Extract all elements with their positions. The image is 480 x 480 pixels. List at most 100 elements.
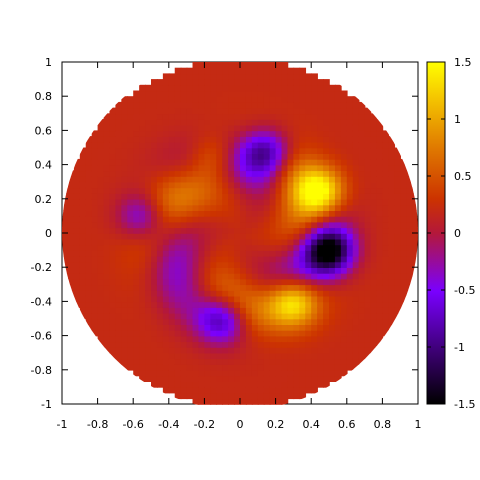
heat-cell xyxy=(281,164,289,172)
heat-cell xyxy=(394,221,401,229)
heat-cell xyxy=(234,67,241,75)
heat-cell xyxy=(323,90,330,97)
heat-cell xyxy=(198,181,206,189)
heat-cell xyxy=(198,153,206,160)
heat-cell xyxy=(204,364,212,371)
heat-cell xyxy=(151,347,158,354)
heat-cell xyxy=(305,153,312,160)
heat-cell xyxy=(222,67,229,75)
heat-cell xyxy=(311,84,318,92)
heat-cell xyxy=(145,130,152,137)
heat-cell xyxy=(340,295,348,303)
heat-cell xyxy=(145,250,152,257)
heat-cell xyxy=(245,324,253,331)
heat-cell xyxy=(109,170,117,177)
heat-cell xyxy=(204,352,212,360)
heat-cell xyxy=(228,164,235,172)
heat-cell xyxy=(139,136,146,143)
heat-cell xyxy=(323,101,330,109)
heat-cell xyxy=(245,341,253,348)
heat-cell xyxy=(317,364,324,371)
heat-cell xyxy=(281,153,289,160)
heat-cell xyxy=(299,227,307,234)
heat-cell xyxy=(192,381,200,388)
heat-cell xyxy=(192,375,200,382)
heat-cell xyxy=(364,164,372,172)
heat-cell xyxy=(334,347,342,354)
heat-cell xyxy=(234,113,241,120)
heat-cell xyxy=(293,278,301,286)
heat-cell xyxy=(192,272,200,280)
heat-cell xyxy=(228,84,235,92)
heat-cell xyxy=(323,312,330,320)
heat-cell xyxy=(323,158,330,166)
heat-cell xyxy=(151,147,158,154)
heat-cell xyxy=(299,107,307,115)
heat-cell xyxy=(370,130,378,137)
heat-cell xyxy=(145,329,152,337)
heat-cell xyxy=(156,272,164,280)
heat-cell xyxy=(287,84,295,92)
heat-cell xyxy=(109,136,117,143)
heat-cell xyxy=(240,392,247,400)
heat-cell xyxy=(234,176,241,183)
heat-cell xyxy=(340,170,348,177)
heat-cell xyxy=(109,295,117,303)
heat-cell xyxy=(109,164,117,172)
heat-cell xyxy=(145,255,152,263)
heat-cell xyxy=(67,272,75,280)
heat-cell xyxy=(299,324,307,331)
heat-cell xyxy=(275,73,283,80)
heat-cell xyxy=(103,204,111,211)
heat-cell xyxy=(346,227,354,234)
heat-cell xyxy=(293,181,301,189)
heat-cell xyxy=(299,290,307,297)
heat-cell xyxy=(139,301,146,308)
heat-cell xyxy=(234,278,241,286)
heat-cell xyxy=(168,210,176,217)
heat-cell xyxy=(168,90,176,97)
heat-cell xyxy=(287,101,295,109)
heat-cell xyxy=(293,67,301,75)
heat-cell xyxy=(97,147,105,154)
heat-cell xyxy=(192,158,200,166)
heat-cell xyxy=(174,301,182,308)
heat-cell xyxy=(376,250,384,257)
heat-cell xyxy=(334,324,342,331)
heat-cell xyxy=(210,261,218,268)
heat-cell xyxy=(305,198,312,206)
heat-cell xyxy=(305,204,312,211)
heat-cell xyxy=(334,158,342,166)
heat-cell xyxy=(245,278,253,286)
heat-cell xyxy=(251,386,259,394)
heat-cell xyxy=(216,295,223,303)
heat-cell xyxy=(210,307,218,314)
heat-cell xyxy=(352,261,360,268)
heat-cell xyxy=(311,375,318,382)
heat-cell xyxy=(388,227,396,234)
heat-cell xyxy=(103,227,111,234)
heat-cell xyxy=(127,101,134,109)
heat-cell xyxy=(174,158,182,166)
heat-cell xyxy=(210,335,218,343)
heat-cell xyxy=(400,301,407,308)
heat-cell xyxy=(103,136,111,143)
heat-cell xyxy=(198,375,206,382)
heat-cell xyxy=(73,187,81,194)
heat-cell xyxy=(382,255,390,263)
heat-cell xyxy=(234,364,241,371)
heat-cell xyxy=(358,141,366,149)
heat-cell xyxy=(198,136,206,143)
heat-cell xyxy=(358,307,366,314)
heat-cell xyxy=(364,107,372,115)
heat-cell xyxy=(127,364,134,371)
heat-cell xyxy=(198,147,206,154)
heat-cell xyxy=(210,113,218,120)
heat-cell xyxy=(79,170,87,177)
heat-cell xyxy=(103,307,111,314)
heat-cell xyxy=(79,307,87,314)
heat-cell xyxy=(186,193,194,200)
heat-cell xyxy=(210,119,218,126)
heat-cell xyxy=(346,147,354,154)
